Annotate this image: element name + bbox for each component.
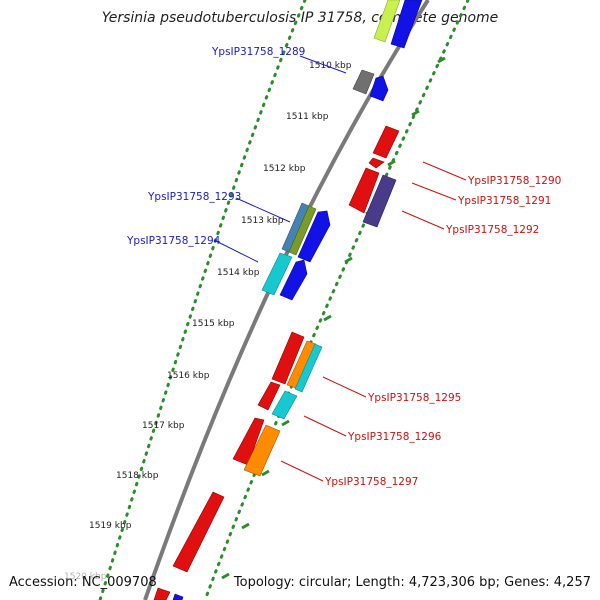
inner-strand-genes (243, 125, 400, 477)
gene-red[interactable] (153, 587, 171, 600)
gene-label-1289[interactable]: YpsIP31758_1289 (211, 46, 305, 58)
gene-label-1291[interactable]: YpsIP31758_1291 (457, 195, 551, 207)
kbp-label: 1520 kbp (64, 572, 107, 582)
inner-ruler-line (203, 0, 470, 600)
gene-label-1297[interactable]: YpsIP31758_1297 (324, 476, 418, 488)
gene-red[interactable] (257, 381, 281, 411)
leader-1294 (213, 239, 259, 263)
leader-1296 (303, 415, 347, 437)
label-leader-lines (213, 55, 467, 482)
kbp-label: 1512 kbp (263, 164, 306, 174)
kbp-label: 1518 kbp (116, 471, 159, 481)
outer-ruler-line (98, 0, 307, 600)
gene-label-1296[interactable]: YpsIP31758_1296 (347, 431, 442, 443)
leader-1293 (235, 197, 291, 223)
leader-1292 (401, 210, 445, 230)
kbp-label: 1516 kbp (167, 371, 210, 381)
gene-cyan[interactable] (294, 343, 323, 393)
gene-label-1294[interactable]: YpsIP31758_1294 (126, 235, 221, 247)
leader-1290 (422, 161, 467, 181)
gene-label-1293[interactable]: YpsIP31758_1293 (147, 191, 241, 203)
gene-blue[interactable] (390, 0, 423, 49)
gene-blue[interactable] (279, 259, 308, 301)
gene-blue[interactable] (172, 593, 184, 600)
kbp-labels: 1510 kbp 1511 kbp 1512 kbp 1513 kbp 1514… (64, 61, 352, 582)
gene-1292[interactable] (362, 174, 397, 228)
accession-text: Accession: NC_009708 (9, 575, 157, 590)
gene-blue[interactable] (297, 210, 331, 263)
gene-red[interactable] (271, 331, 305, 385)
gene-1294[interactable] (261, 252, 293, 296)
gene-1291[interactable] (348, 167, 380, 214)
kbp-label: 1514 kbp (217, 268, 260, 278)
outer-strand-genes (153, 0, 423, 600)
kbp-label: 1515 kbp (192, 319, 235, 329)
leader-1295 (322, 376, 367, 398)
gene-red[interactable] (172, 491, 225, 573)
leader-1289 (299, 55, 347, 74)
leader-1291 (411, 182, 457, 201)
gene-label-1290[interactable]: YpsIP31758_1290 (467, 175, 561, 187)
gene-1296[interactable] (271, 390, 298, 420)
kbp-label: 1511 kbp (286, 112, 329, 122)
gene-lime[interactable] (373, 0, 401, 43)
gene-label-1292[interactable]: YpsIP31758_1292 (445, 224, 539, 236)
gene-1289[interactable] (352, 69, 375, 95)
gene-olive[interactable] (288, 205, 317, 256)
gene-red[interactable] (368, 157, 385, 169)
gene-blue[interactable] (369, 75, 389, 102)
gene-label-1295[interactable]: YpsIP31758_1295 (367, 392, 461, 404)
leader-1297 (280, 460, 324, 482)
topology-text: Topology: circular; Length: 4,723,306 bp… (233, 575, 591, 590)
kbp-label: 1513 kbp (241, 216, 284, 226)
kbp-label: 1517 kbp (142, 421, 185, 431)
gene-labels: YpsIP31758_1289 YpsIP31758_1293 YpsIP317… (126, 46, 561, 488)
inner-ruler-ticks (221, 56, 446, 580)
gene-1290[interactable] (372, 125, 400, 159)
kbp-label: 1510 kbp (309, 61, 352, 71)
kbp-label: 1519 kbp (89, 521, 132, 531)
gene-1297[interactable] (243, 424, 281, 477)
